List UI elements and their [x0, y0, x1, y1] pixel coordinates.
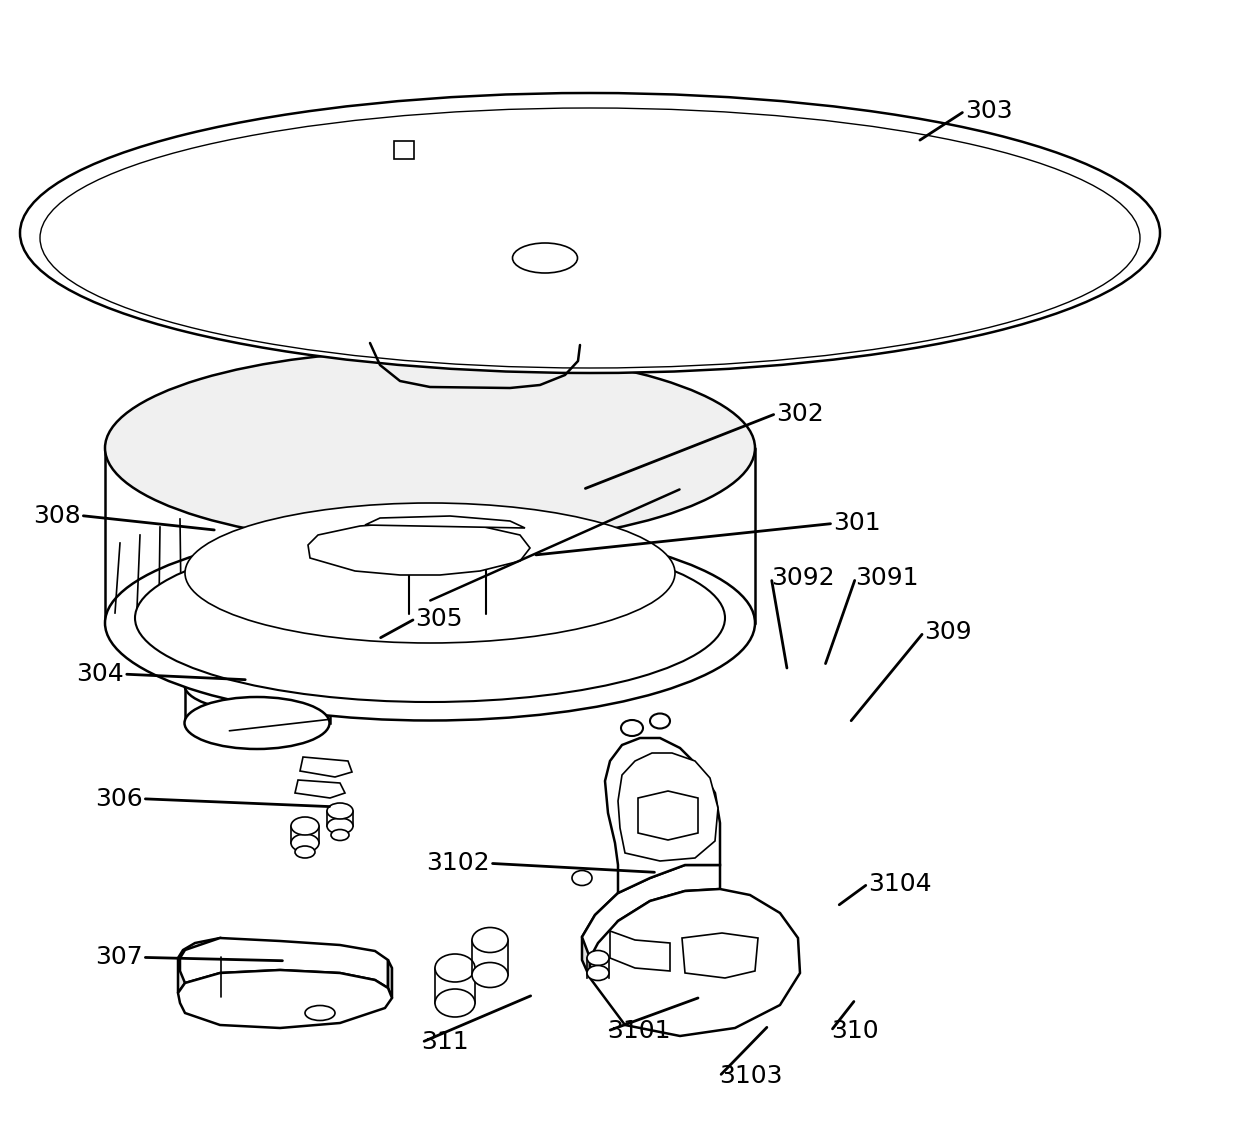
- Text: 304: 304: [76, 662, 124, 687]
- Text: 308: 308: [32, 503, 81, 528]
- Text: 3101: 3101: [608, 1019, 671, 1043]
- Text: 301: 301: [833, 511, 880, 536]
- Ellipse shape: [435, 989, 475, 1017]
- Ellipse shape: [621, 719, 644, 736]
- Ellipse shape: [291, 817, 319, 835]
- Ellipse shape: [587, 951, 609, 965]
- Polygon shape: [582, 878, 650, 978]
- Polygon shape: [682, 932, 758, 978]
- Ellipse shape: [327, 803, 353, 819]
- Ellipse shape: [185, 697, 330, 749]
- Text: 302: 302: [776, 401, 825, 426]
- Text: 310: 310: [831, 1019, 878, 1043]
- Ellipse shape: [295, 846, 315, 858]
- Ellipse shape: [327, 818, 353, 834]
- Ellipse shape: [472, 928, 508, 953]
- Ellipse shape: [472, 963, 508, 988]
- Polygon shape: [295, 780, 345, 798]
- Polygon shape: [388, 960, 392, 998]
- Ellipse shape: [305, 1005, 335, 1021]
- Polygon shape: [180, 938, 388, 988]
- Polygon shape: [605, 738, 720, 893]
- Text: 305: 305: [415, 606, 463, 631]
- Ellipse shape: [650, 714, 670, 729]
- Polygon shape: [179, 970, 392, 1028]
- Polygon shape: [179, 938, 219, 993]
- Ellipse shape: [105, 350, 755, 545]
- Ellipse shape: [587, 965, 609, 980]
- Ellipse shape: [20, 93, 1159, 373]
- Ellipse shape: [435, 954, 475, 982]
- Text: 3102: 3102: [427, 851, 490, 876]
- Text: 306: 306: [94, 786, 143, 811]
- FancyBboxPatch shape: [394, 140, 414, 159]
- Text: 3092: 3092: [771, 565, 835, 590]
- Ellipse shape: [331, 829, 348, 841]
- Text: 309: 309: [924, 620, 971, 645]
- Ellipse shape: [185, 503, 675, 644]
- Ellipse shape: [291, 834, 319, 852]
- Polygon shape: [610, 931, 670, 971]
- Text: 311: 311: [422, 1030, 469, 1055]
- Text: 3104: 3104: [868, 871, 931, 896]
- Polygon shape: [308, 523, 529, 576]
- Polygon shape: [300, 757, 352, 777]
- Polygon shape: [365, 516, 525, 528]
- Ellipse shape: [135, 534, 725, 702]
- Ellipse shape: [185, 659, 330, 712]
- Text: 3103: 3103: [719, 1064, 782, 1089]
- Text: 3091: 3091: [856, 565, 919, 590]
- Ellipse shape: [105, 526, 755, 721]
- Ellipse shape: [512, 242, 578, 273]
- Polygon shape: [639, 791, 698, 840]
- Polygon shape: [590, 889, 800, 1036]
- Text: 307: 307: [95, 945, 143, 970]
- Polygon shape: [582, 864, 720, 959]
- Text: 303: 303: [965, 99, 1012, 123]
- Polygon shape: [618, 753, 718, 861]
- Ellipse shape: [572, 870, 591, 886]
